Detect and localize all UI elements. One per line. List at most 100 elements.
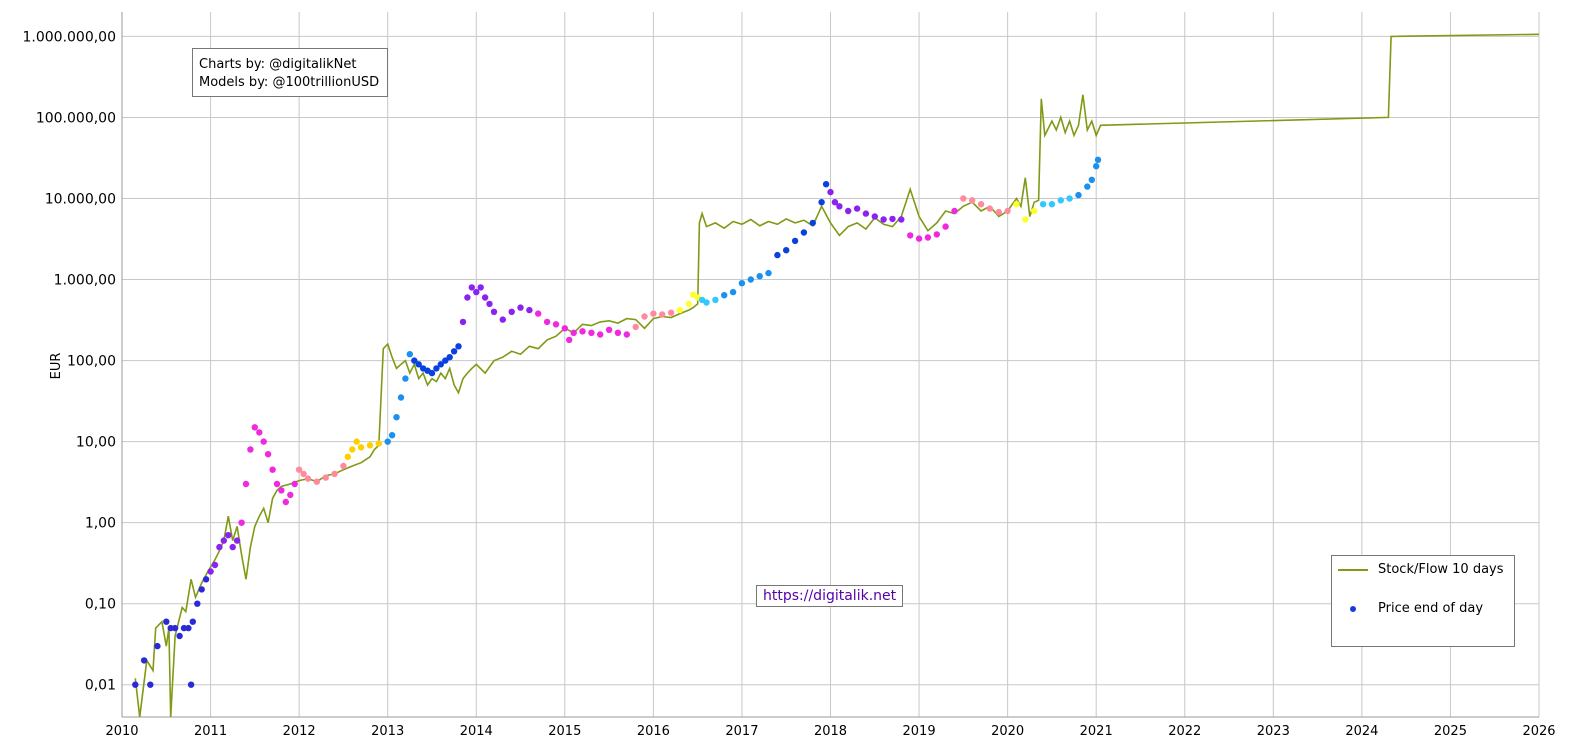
price-point <box>721 292 728 299</box>
x-tick-label: 2019 <box>903 724 936 739</box>
x-tick-label: 2016 <box>637 724 670 739</box>
price-point <box>605 326 613 333</box>
credits-charts-by: Charts by: @digitalikNet <box>199 57 357 72</box>
price-point <box>140 657 148 664</box>
price-point <box>353 438 360 445</box>
price-point <box>147 681 154 688</box>
price-point <box>247 446 254 453</box>
price-point <box>1013 201 1020 208</box>
price-point <box>411 357 418 364</box>
price-point <box>995 208 1002 216</box>
price-point <box>295 466 303 473</box>
price-point <box>194 600 201 607</box>
price-point <box>1066 195 1073 202</box>
price-point <box>667 309 675 316</box>
price-point <box>220 537 227 544</box>
y-tick-label: 1.000,00 <box>54 273 116 289</box>
price-point <box>415 361 422 368</box>
price-point <box>402 375 409 382</box>
price-point <box>552 321 560 328</box>
legend-item-stock-flow: Stock/Flow 10 days <box>1338 562 1504 577</box>
price-point <box>154 642 161 650</box>
price-point <box>566 336 573 344</box>
y-tick-label: 10,00 <box>76 435 116 451</box>
y-axis-label: EUR <box>49 353 64 380</box>
price-point <box>207 568 214 575</box>
price-point <box>180 624 188 632</box>
x-tick-label: 2024 <box>1345 724 1378 739</box>
x-tick-label: 2010 <box>105 724 138 739</box>
price-point <box>535 310 542 317</box>
x-tick-label: 2022 <box>1168 724 1201 739</box>
price-point <box>464 294 471 301</box>
x-tick-label: 2021 <box>1080 724 1113 739</box>
x-tick-label: 2015 <box>548 724 581 739</box>
price-point <box>597 331 604 338</box>
price-point <box>588 329 595 336</box>
price-point <box>171 624 179 632</box>
price-point <box>809 219 816 227</box>
y-tick-label: 100,00 <box>67 354 116 370</box>
price-point <box>827 188 834 196</box>
price-point <box>256 429 263 436</box>
legend-item-price: Price end of day <box>1338 601 1483 616</box>
price-point <box>446 354 453 361</box>
price-point <box>676 306 684 314</box>
price-point <box>300 470 307 478</box>
y-tick-label: 1.000.000,00 <box>22 29 116 45</box>
price-point <box>176 632 183 640</box>
price-point <box>486 300 493 308</box>
price-point <box>907 232 914 239</box>
price-point <box>747 276 754 283</box>
price-point <box>659 311 666 318</box>
price-point <box>225 532 232 539</box>
price-point <box>543 318 551 326</box>
price-point <box>1039 201 1047 208</box>
website-link[interactable]: https://digitalik.net <box>756 585 904 607</box>
x-tick-label: 2014 <box>460 724 493 739</box>
price-series <box>132 156 1102 688</box>
credits-box: Charts by: @digitalikNet Models by: @100… <box>192 48 389 97</box>
price-point <box>1093 163 1100 170</box>
price-point <box>1094 156 1102 163</box>
price-point <box>163 618 170 625</box>
price-point <box>1075 191 1082 199</box>
x-axis-ticks: 2010 2011 2012 2013 2014 2015 2016 2017 2018 2019… <box>105 724 1555 739</box>
x-tick-label: 2025 <box>1434 724 1467 739</box>
price-point <box>313 478 320 485</box>
price-point <box>822 181 830 188</box>
price-point <box>915 235 923 242</box>
price-point <box>898 216 905 223</box>
price-point <box>278 487 285 494</box>
price-point <box>641 313 648 320</box>
price-point <box>357 444 365 451</box>
price-point <box>1048 201 1056 208</box>
legend: Stock/Flow 10 days Price end of day <box>1331 555 1515 647</box>
price-point <box>233 537 241 544</box>
price-point <box>437 361 444 368</box>
price-point <box>229 543 236 551</box>
price-point <box>831 199 839 206</box>
price-point <box>1084 183 1091 190</box>
price-point <box>251 424 258 431</box>
price-point <box>561 325 568 332</box>
price-point <box>397 394 405 401</box>
price-point <box>765 269 772 277</box>
price-point <box>211 561 219 569</box>
price-point <box>322 474 329 481</box>
price-point <box>756 273 763 280</box>
price-point <box>632 323 639 331</box>
price-point <box>187 681 195 688</box>
price-point <box>508 308 515 315</box>
price-point <box>951 207 958 215</box>
x-tick-label: 2020 <box>991 724 1024 739</box>
price-point <box>269 466 276 473</box>
price-point <box>468 284 475 291</box>
price-point <box>889 215 896 223</box>
price-point <box>349 446 356 453</box>
price-point <box>729 288 737 296</box>
price-point <box>818 199 825 206</box>
x-tick-label: 2026 <box>1522 724 1555 739</box>
x-tick-label: 2013 <box>371 724 404 739</box>
price-point <box>490 308 498 315</box>
